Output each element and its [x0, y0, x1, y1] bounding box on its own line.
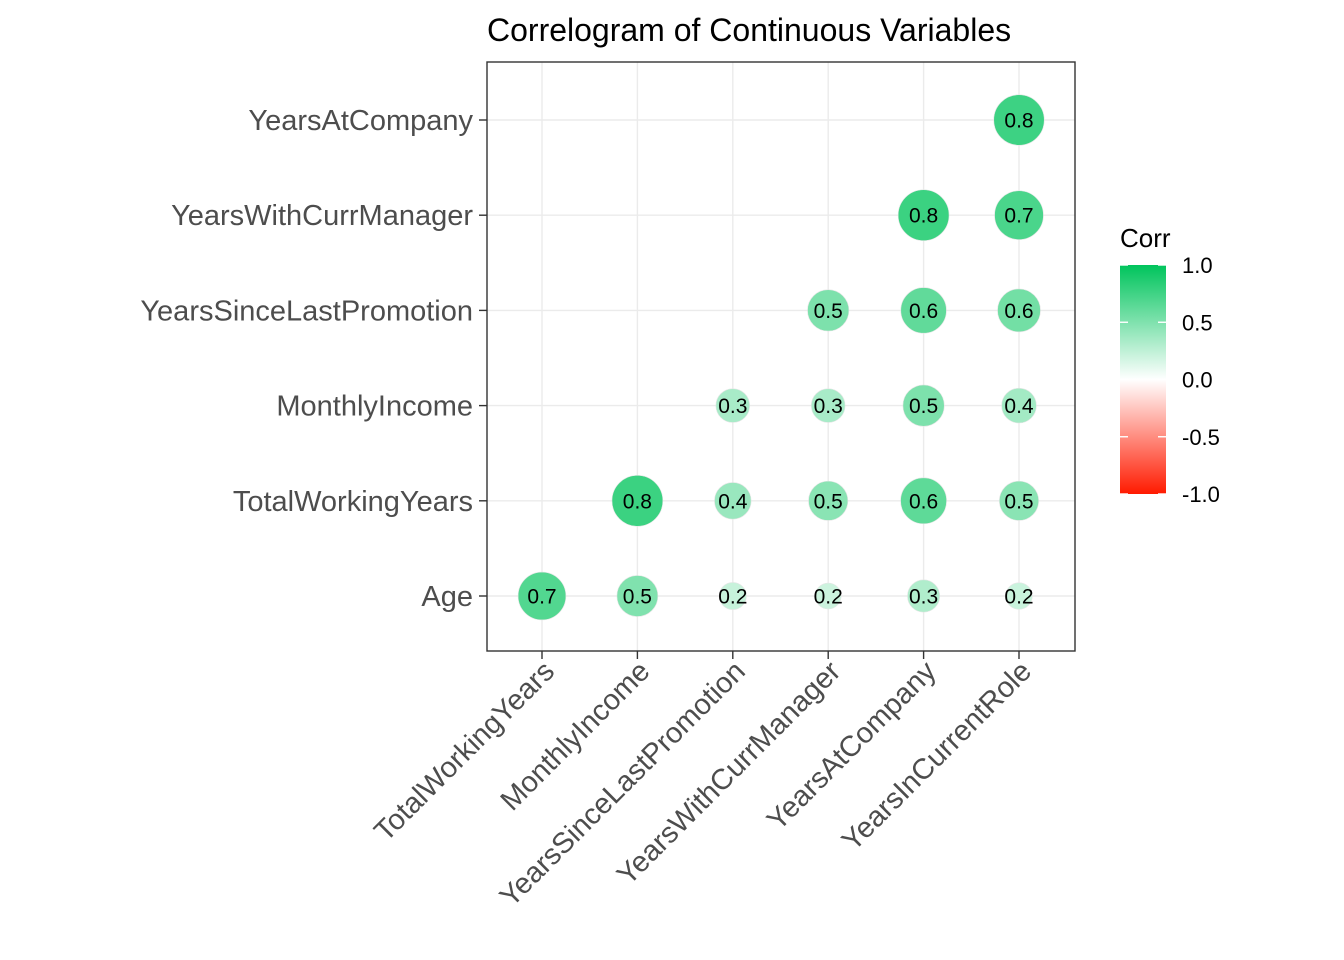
- correlation-value-label: 0.6: [909, 300, 938, 323]
- correlation-value-label: 0.7: [1004, 205, 1033, 228]
- y-tick-label-years-with-curr-manager: YearsWithCurrManager: [171, 200, 473, 232]
- cell-age-years-with-curr-manager: 0.2: [814, 582, 843, 610]
- x-axis: TotalWorkingYearsMonthlyIncomeYearsSince…: [368, 651, 1038, 913]
- correlation-bubble: [897, 189, 950, 241]
- correlation-bubble: [997, 288, 1041, 333]
- correlation-bubble: [994, 190, 1044, 240]
- correlation-value-label: 0.3: [814, 395, 843, 418]
- correlation-bubble: [718, 582, 747, 610]
- color-legend: Corr 1.0 0.5 0.0 -0.5 -1.0: [1120, 223, 1220, 507]
- correlation-value-label: 0.6: [909, 490, 938, 513]
- correlation-bubble: [999, 480, 1039, 521]
- correlation-value-label: 0.4: [718, 490, 748, 513]
- correlation-value-label: 0.5: [814, 490, 843, 513]
- correlation-bubbles: 0.7 0.5 0.2 0.2 0.3 0.2 0.8 0.4 0.5 0.6 0.5 0.3 0.3 0…: [517, 94, 1045, 621]
- cell-total-working-years-monthly-income: 0.8: [611, 475, 664, 527]
- correlation-value-label: 0.4: [1004, 395, 1034, 418]
- correlation-value-label: 0.2: [1004, 586, 1033, 609]
- y-axis: Age TotalWorkingYears MonthlyIncome YearsSi…: [140, 105, 487, 613]
- legend-title: Corr: [1120, 223, 1171, 253]
- cell-years-with-curr-manager-years-at-company: 0.8: [897, 189, 950, 241]
- y-tick-label-monthly-income: MonthlyIncome: [276, 391, 473, 423]
- correlation-bubble: [900, 477, 947, 525]
- y-tick-label-years-at-company: YearsAtCompany: [248, 105, 473, 137]
- cell-age-years-in-current-role: 0.2: [1004, 582, 1034, 610]
- correlation-bubble: [810, 388, 846, 423]
- correlation-value-label: 0.5: [814, 300, 843, 323]
- correlation-bubble: [611, 475, 664, 527]
- correlation-bubble: [814, 582, 842, 610]
- correlation-value-label: 0.8: [1004, 110, 1033, 133]
- legend-tick-label: 0.5: [1182, 310, 1213, 335]
- cell-years-since-last-promotion-years-at-company: 0.6: [900, 287, 947, 334]
- cell-age-monthly-income: 0.5: [616, 575, 659, 617]
- correlation-bubble: [907, 579, 941, 613]
- cell-years-with-curr-manager-years-in-current-role: 0.7: [994, 190, 1044, 240]
- cell-total-working-years-years-since-last-promotion: 0.4: [714, 482, 752, 520]
- cell-years-since-last-promotion-years-in-current-role: 0.6: [997, 288, 1041, 333]
- correlation-value-label: 0.6: [1004, 300, 1033, 323]
- cell-years-since-last-promotion-years-with-curr-manager: 0.5: [807, 289, 850, 332]
- correlation-bubble: [808, 480, 849, 521]
- correlation-bubble: [900, 287, 947, 334]
- correlation-value-label: 0.3: [909, 586, 938, 609]
- cell-years-at-company-years-in-current-role: 0.8: [993, 94, 1045, 146]
- cell-age-total-working-years: 0.7: [517, 571, 567, 621]
- cell-monthly-income-years-with-curr-manager: 0.3: [810, 388, 846, 423]
- cell-total-working-years-years-in-current-role: 0.5: [999, 480, 1039, 521]
- cell-total-working-years-years-with-curr-manager: 0.5: [808, 480, 849, 521]
- legend-tick-label: 0.0: [1182, 368, 1213, 393]
- cell-monthly-income-years-since-last-promotion: 0.3: [715, 388, 751, 423]
- correlation-bubble: [517, 571, 567, 621]
- legend-ticks: 1.0 0.5 0.0 -0.5 -1.0: [1120, 253, 1220, 507]
- cell-age-years-at-company: 0.3: [907, 579, 941, 613]
- correlation-value-label: 0.2: [814, 586, 843, 609]
- cell-age-years-since-last-promotion: 0.2: [718, 582, 747, 610]
- legend-tick-label: -0.5: [1182, 425, 1220, 450]
- x-tick-label-years-in-current-role: YearsInCurrentRole: [836, 655, 1038, 857]
- correlation-value-label: 0.5: [909, 395, 938, 418]
- correlation-bubble: [807, 289, 850, 332]
- correlation-value-label: 0.7: [527, 586, 556, 609]
- plot-panel-border: [486, 61, 1076, 652]
- correlation-value-label: 0.2: [718, 586, 747, 609]
- correlation-bubble: [1001, 387, 1037, 424]
- x-tick-label-years-at-company: YearsAtCompany: [761, 655, 943, 837]
- correlation-bubble: [714, 482, 752, 520]
- cell-total-working-years-years-at-company: 0.6: [900, 477, 947, 525]
- y-tick-label-total-working-years: TotalWorkingYears: [233, 486, 473, 518]
- correlation-bubble: [902, 384, 945, 427]
- legend-tick-label: -1.0: [1182, 482, 1220, 507]
- correlation-bubble: [715, 388, 751, 423]
- chart-title: Correlogram of Continuous Variables: [487, 12, 1011, 48]
- y-tick-label-years-since-last-promotion: YearsSinceLastPromotion: [140, 295, 473, 327]
- legend-tick-label: 1.0: [1182, 253, 1213, 278]
- correlation-bubble: [993, 94, 1045, 146]
- correlation-value-label: 0.8: [623, 490, 652, 513]
- correlation-bubble: [616, 575, 659, 617]
- correlation-value-label: 0.3: [718, 395, 747, 418]
- gridlines: [487, 62, 1075, 651]
- y-tick-label-age: Age: [421, 581, 473, 613]
- correlation-value-label: 0.8: [909, 205, 938, 228]
- cell-monthly-income-years-in-current-role: 0.4: [1001, 387, 1037, 424]
- correlation-bubble: [1005, 582, 1033, 610]
- cell-monthly-income-years-at-company: 0.5: [902, 384, 945, 427]
- x-tick-label-total-working-years: TotalWorkingYears: [368, 655, 560, 847]
- correlation-value-label: 0.5: [1004, 490, 1033, 513]
- correlation-value-label: 0.5: [623, 586, 652, 609]
